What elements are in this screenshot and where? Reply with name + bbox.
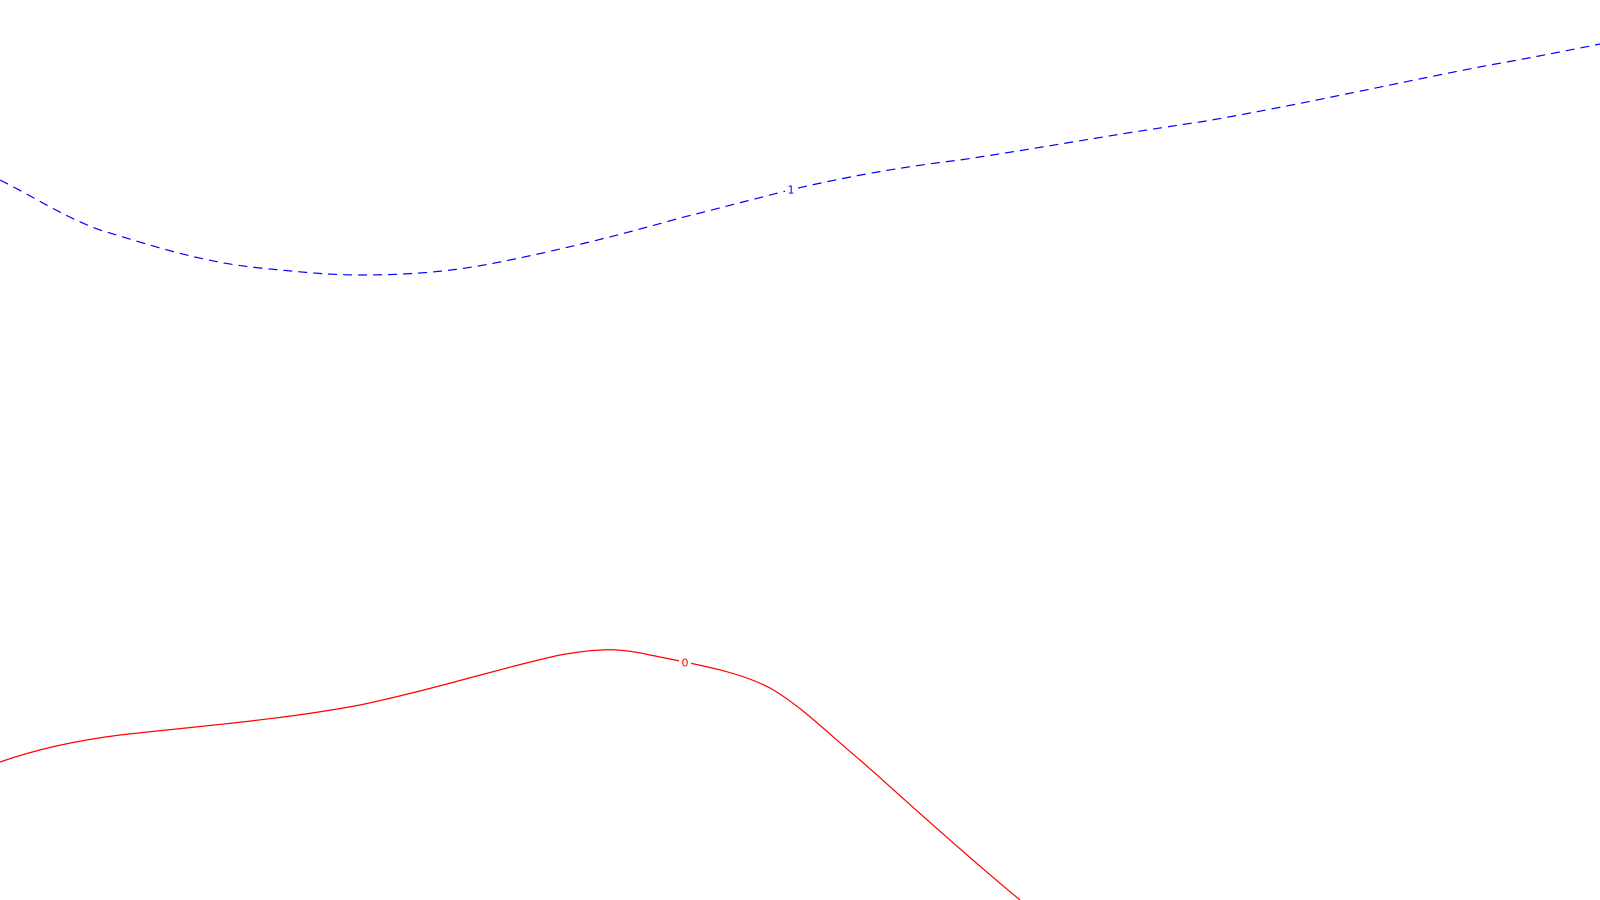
contour-line-1 (0, 43, 1600, 276)
contour-line-0 (0, 649, 1021, 900)
contour-label-1: 1 (788, 184, 795, 197)
contour-label-background (679, 656, 691, 670)
contour-label-0: 0 (682, 657, 689, 670)
contour-label-background (785, 183, 797, 197)
